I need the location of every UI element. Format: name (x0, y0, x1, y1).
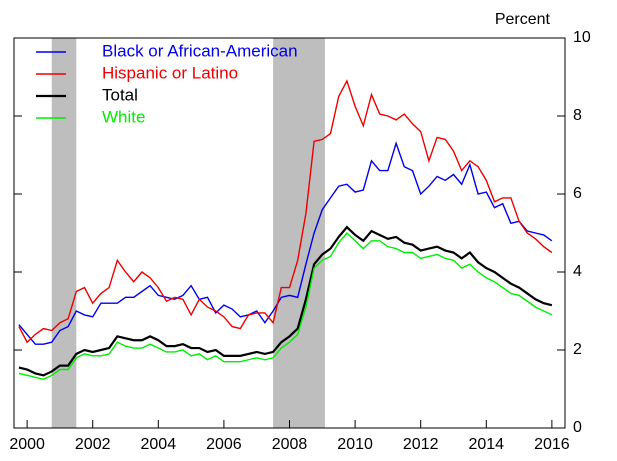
x-tick-label: 2002 (75, 436, 111, 453)
y-tick-label: 2 (573, 341, 582, 358)
x-tick-label: 2000 (9, 436, 45, 453)
x-tick-label: 2012 (403, 436, 439, 453)
legend-label: Hispanic or Latino (102, 63, 238, 82)
series-line (18, 79, 553, 344)
legend-label: White (102, 107, 145, 126)
series-line (18, 141, 553, 345)
series-line (18, 225, 553, 377)
legend-label: Black or African-American (102, 41, 298, 60)
y-tick-label: 8 (573, 107, 582, 124)
y-tick-label: 4 (573, 263, 582, 280)
x-tick-label: 2008 (272, 436, 308, 453)
x-tick-label: 2006 (206, 436, 242, 453)
x-tick-label: 2004 (141, 436, 177, 453)
y-tick-label: 6 (573, 185, 582, 202)
series-line (18, 231, 553, 380)
y-tick-label: 0 (573, 419, 582, 436)
recession-band (273, 38, 325, 428)
y-tick-label: 10 (573, 29, 591, 46)
plot-frame (13, 37, 566, 429)
legend-label: Total (102, 85, 138, 104)
x-tick-label: 2014 (468, 436, 504, 453)
y-axis-label: Percent (495, 11, 551, 28)
x-tick-label: 2016 (534, 436, 570, 453)
x-tick-label: 2010 (337, 436, 373, 453)
